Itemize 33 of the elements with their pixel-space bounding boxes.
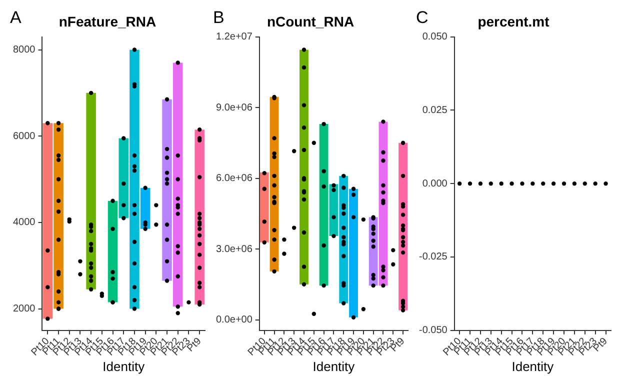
y-tick-label: 0.000: [422, 178, 448, 190]
y-tick-label: 4000: [12, 217, 36, 228]
bar: [319, 124, 328, 286]
bar: [172, 62, 183, 307]
x-axis-title: Identity: [312, 358, 356, 374]
chart-title: nCount_RNA: [266, 13, 354, 30]
y-tick-label: 8000: [12, 44, 36, 56]
text: C: [416, 8, 428, 28]
y-tick-label: 0.025: [422, 104, 448, 116]
chart-title: nFeature_RNA: [58, 13, 156, 30]
y-tick-label: -0.025: [418, 252, 448, 263]
y-tick-label: 0.0e+00: [216, 314, 253, 326]
y-tick-label: 2000: [12, 304, 36, 315]
x-axis-title: Identity: [102, 358, 146, 374]
bar: [86, 92, 96, 290]
bar: [260, 172, 269, 242]
bar: [329, 184, 338, 236]
y-tick-label: 9.0e+06: [216, 102, 253, 114]
bar: [118, 138, 129, 218]
y-tick-label: 1.2e+07: [216, 32, 253, 43]
text: A: [10, 8, 22, 28]
chart-title: percent.mt: [478, 13, 550, 30]
y-tick-label: 6000: [12, 130, 36, 142]
bar: [108, 200, 118, 302]
y-tick-label: 6.0e+06: [216, 173, 253, 184]
y-tick-label: -0.050: [418, 325, 448, 336]
y-tick-label: 3.0e+06: [216, 244, 253, 255]
y-tick-label: 0.050: [422, 32, 448, 43]
x-axis-title: Identity: [512, 358, 554, 374]
text: B: [213, 8, 224, 28]
bar: [42, 123, 53, 319]
bar: [140, 188, 150, 229]
bar: [378, 122, 388, 286]
